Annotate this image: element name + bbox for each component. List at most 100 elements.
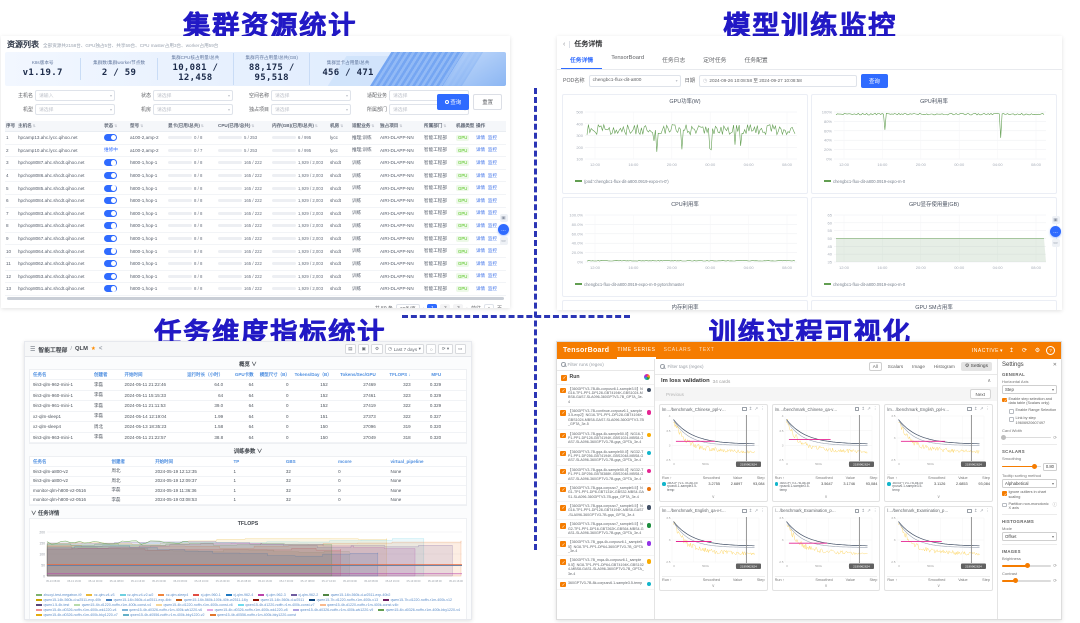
legend-item[interactable]: qwen15-4b-d0326-noffn-r1m-400k-bky1220-v…: [378, 608, 460, 612]
column-header[interactable]: 运行时长（小时）: [187, 371, 224, 377]
monitor-link[interactable]: 监控: [488, 172, 497, 178]
filter-runs-input[interactable]: Filter runs (regex): [557, 359, 654, 371]
page-button[interactable]: 3: [453, 303, 464, 308]
smoothing-slider[interactable]: 0.80: [1002, 462, 1057, 471]
filter-tags-input[interactable]: Filter tags (regex): [667, 364, 704, 369]
help-icon[interactable]: ?: [1046, 346, 1055, 355]
reset-button[interactable]: 重置: [473, 94, 502, 110]
column-header[interactable]: 模型尺寸（B）: [259, 371, 290, 377]
gear-icon[interactable]: ⚙: [371, 344, 383, 354]
expand-icon[interactable]: ↗: [754, 507, 759, 513]
monitor-link[interactable]: 监控: [488, 248, 497, 254]
partition-x-axis-checkbox[interactable]: Partition non-monotonic X axis ⓘ: [1002, 502, 1057, 511]
fullscreen-icon[interactable]: [742, 406, 747, 412]
run-checkbox[interactable]: [560, 505, 566, 511]
column-header[interactable]: 开始时间: [155, 458, 174, 464]
detail-link[interactable]: 详情: [476, 260, 485, 266]
detail-link[interactable]: 详情: [476, 134, 485, 140]
detail-link[interactable]: 详情: [476, 273, 485, 279]
filter-field[interactable]: 请选择 ▾: [153, 90, 233, 101]
monitor-link[interactable]: 监控: [488, 185, 497, 191]
tab-task-detail[interactable]: 任务详情: [561, 52, 603, 69]
column-header[interactable]: 操作: [475, 123, 501, 129]
reset-icon[interactable]: ⟳: [1053, 434, 1057, 440]
legend-item[interactable]: qwen15-14b-560k-100k-40b-w2511-14ly: [176, 598, 248, 602]
widget-camera-icon[interactable]: ▭: [499, 237, 508, 245]
header-run[interactable]: Run ↑: [774, 577, 785, 582]
save-icon[interactable]: ▣: [358, 344, 370, 354]
dashboard-name[interactable]: QLM: [75, 346, 88, 352]
monitor-link[interactable]: 监控: [488, 260, 497, 266]
upload-icon[interactable]: ↥: [1008, 348, 1015, 354]
column-header[interactable]: 开始时间: [124, 371, 143, 377]
tv-icon[interactable]: ▭: [454, 344, 466, 354]
tab-text[interactable]: TEXT: [699, 346, 715, 353]
detail-link[interactable]: 详情: [476, 235, 485, 241]
detail-link[interactable]: 详情: [476, 147, 485, 153]
legend-item[interactable]: xz-qlm-v4-v2-w2: [119, 593, 153, 597]
run-checkbox[interactable]: [560, 486, 566, 493]
status-toggle[interactable]: [104, 235, 117, 243]
smoothing-value[interactable]: 0.80: [1042, 462, 1057, 471]
legend-item[interactable]: qwen15-4b-d0326-noffn-r1m-400k-wk1220-v6: [121, 608, 202, 612]
contrast-slider[interactable]: ⟳: [1002, 578, 1057, 584]
pin-icon[interactable]: ↥: [973, 406, 978, 411]
filter-chip-all[interactable]: All: [868, 362, 882, 371]
run-checkbox[interactable]: [560, 523, 566, 529]
tab-1[interactable]: TensorBoard: [611, 55, 645, 61]
legend-item[interactable]: qwen15-4b-d1220-noffn-r1m-400k-const-v6: [156, 603, 233, 607]
detail-link[interactable]: 详情: [476, 197, 485, 203]
time-range-picker[interactable]: ◷ Last 7 days ▾: [384, 344, 425, 354]
more-icon[interactable]: ⋮: [872, 406, 878, 411]
legend-item[interactable]: xz-qlm-v4-v3: [86, 593, 115, 597]
detail-link[interactable]: 详情: [476, 222, 485, 228]
tag-section-row[interactable]: lm loss validation 34 cards ∧: [661, 378, 991, 384]
dashboard-team[interactable]: 智能工程部: [38, 347, 68, 354]
legend-item[interactable]: qwen15-14b-560k-d-w2511-exp-40b2: [323, 593, 390, 597]
tooltip-sort-select[interactable]: Alphabetical ▾: [1002, 478, 1057, 488]
legend-item[interactable]: qwen15-4b-d0326-noffn-r1m-400k-wk1220-v9: [292, 608, 373, 612]
monitor-link[interactable]: 监控: [488, 222, 497, 228]
detail-link[interactable]: 详情: [476, 285, 485, 291]
tab-2[interactable]: 任务日志: [662, 58, 686, 64]
next-page-icon[interactable]: ›: [466, 306, 468, 308]
column-header[interactable]: CPU(已用/总共) ⇅: [217, 123, 271, 129]
refresh-icon[interactable]: ⟳ ▾: [438, 344, 453, 354]
legend-item[interactable]: qwen15-4b-d0326-noffn-r1m-400k-bky1220-v…: [36, 613, 118, 617]
link-by-step-checkbox[interactable]: Link by step 19606920607497: [1009, 416, 1057, 425]
run-list-item[interactable]: 【360GPTV3-7B-continue-corpusv6.1_sample3…: [557, 407, 654, 430]
run-list-item[interactable]: 【360GPTV3-7B-gqa-corpusv7_sample5.5】NG16…: [557, 502, 654, 521]
filter-chip-scalars[interactable]: Scalars: [887, 364, 904, 369]
column-header[interactable]: mcore: [338, 459, 352, 464]
header-run[interactable]: Run ↑: [887, 476, 898, 480]
brightness-slider[interactable]: ⟳: [1002, 563, 1057, 569]
column-header[interactable]: TP: [233, 459, 240, 464]
fullscreen-icon[interactable]: [854, 508, 860, 514]
share-icon[interactable]: <: [98, 346, 103, 352]
header-run[interactable]: Run ↑: [662, 476, 672, 480]
legend-item[interactable]: qwen15-4b-d0556-noffn-r1m-400k-bky1220-v…: [122, 613, 205, 617]
monitor-link[interactable]: 监控: [488, 285, 497, 291]
card-width-slider[interactable]: ⟳: [1001, 434, 1057, 441]
search-button[interactable]: 查询: [436, 94, 470, 110]
run-list-item[interactable]: 【360GPTV3-7B-8k-corpusv6.1-sample3.5】NG1…: [557, 385, 654, 407]
column-header[interactable]: 内存(GB)(已用/总共) ⇅: [271, 123, 329, 129]
run-list-item[interactable]: 【360GPTV3-7B-gqa-corpusv7_sample5.5】NG1-…: [557, 484, 654, 502]
legend-item[interactable]: xj-qlm-962-2: [290, 593, 318, 597]
legend-item[interactable]: qwen15-4b-d0326-noffn-r1m-400k-wk1220-v8: [207, 608, 288, 612]
header-run[interactable]: Run ↑: [774, 476, 785, 480]
star-icon[interactable]: ★: [90, 346, 96, 352]
reset-icon[interactable]: ⟳: [1053, 562, 1057, 568]
horizontal-axis-select[interactable]: Step ▾: [1002, 385, 1057, 394]
status-toggle[interactable]: [104, 260, 117, 268]
monitor-search-button[interactable]: 查询: [861, 73, 888, 88]
more-icon[interactable]: ⋮: [985, 507, 990, 513]
filter-chip-histogram[interactable]: Histogram: [933, 364, 955, 369]
previous-button[interactable]: Previous: [666, 391, 684, 397]
runs-select-all-checkbox[interactable]: [561, 375, 567, 381]
ignore-outliers-checkbox[interactable]: Ignore outliers in chart scaling: [1002, 490, 1057, 499]
legend-item[interactable]: qwen15-4b-d0556-noffn-r1m-400k-bky1220-c…: [209, 613, 296, 617]
pod-select[interactable]: chengbc1-flux-dit-a800 ▾: [588, 74, 681, 87]
section-params[interactable]: 训练参数 ∨: [233, 448, 263, 455]
widget-doc-icon[interactable]: ▣: [499, 214, 508, 222]
